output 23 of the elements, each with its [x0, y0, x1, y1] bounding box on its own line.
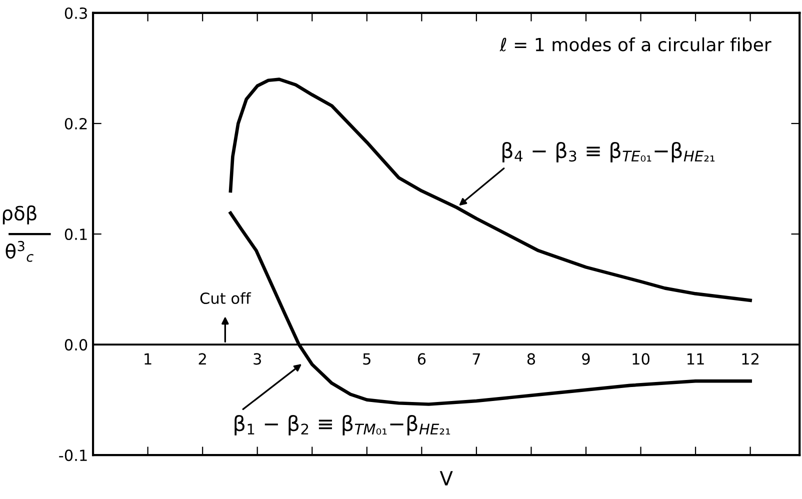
x-tick-label: 11: [687, 353, 704, 364]
x-tick-label: 10: [632, 353, 650, 365]
y-tick-label: -0.1: [59, 450, 87, 462]
x-tick-label: 1: [144, 353, 152, 364]
x-tick-label: 6: [418, 353, 426, 365]
x-tick-label: 5: [363, 353, 370, 365]
x-tick-label: 9: [582, 353, 590, 365]
x-axis-title: V: [440, 471, 453, 486]
x-tick-label: 7: [472, 353, 480, 364]
y-tick-label: 0.0: [64, 339, 88, 351]
line-series: [228, 78, 752, 302]
x-tick-label: 3: [254, 353, 261, 365]
annotation: Cut off: [200, 292, 252, 304]
y-tick-label: 0.2: [64, 118, 87, 130]
x-tick-label: 2: [198, 353, 206, 364]
y-tick-label: 0.3: [64, 7, 87, 19]
x-tick-label: 12: [742, 353, 758, 364]
x-tick-label: 8: [527, 353, 536, 365]
text: ℓ = 1 modes of a circular fiber: [500, 37, 772, 52]
annotation: β$_{4}$ − β$_{3}$ ≡ β$_{TE₀₁}$−β$_{HE₂₁}$: [502, 142, 715, 162]
y-tick-label: 0.1: [64, 228, 87, 240]
y-axis-title: ρδβ θ$^{3}$$_{c}$: [2, 205, 36, 262]
annotation: β$_{1}$ − β$_{2}$ ≡ β$_{TM₀₁}$−β$_{HE₂₁}$: [234, 415, 450, 436]
